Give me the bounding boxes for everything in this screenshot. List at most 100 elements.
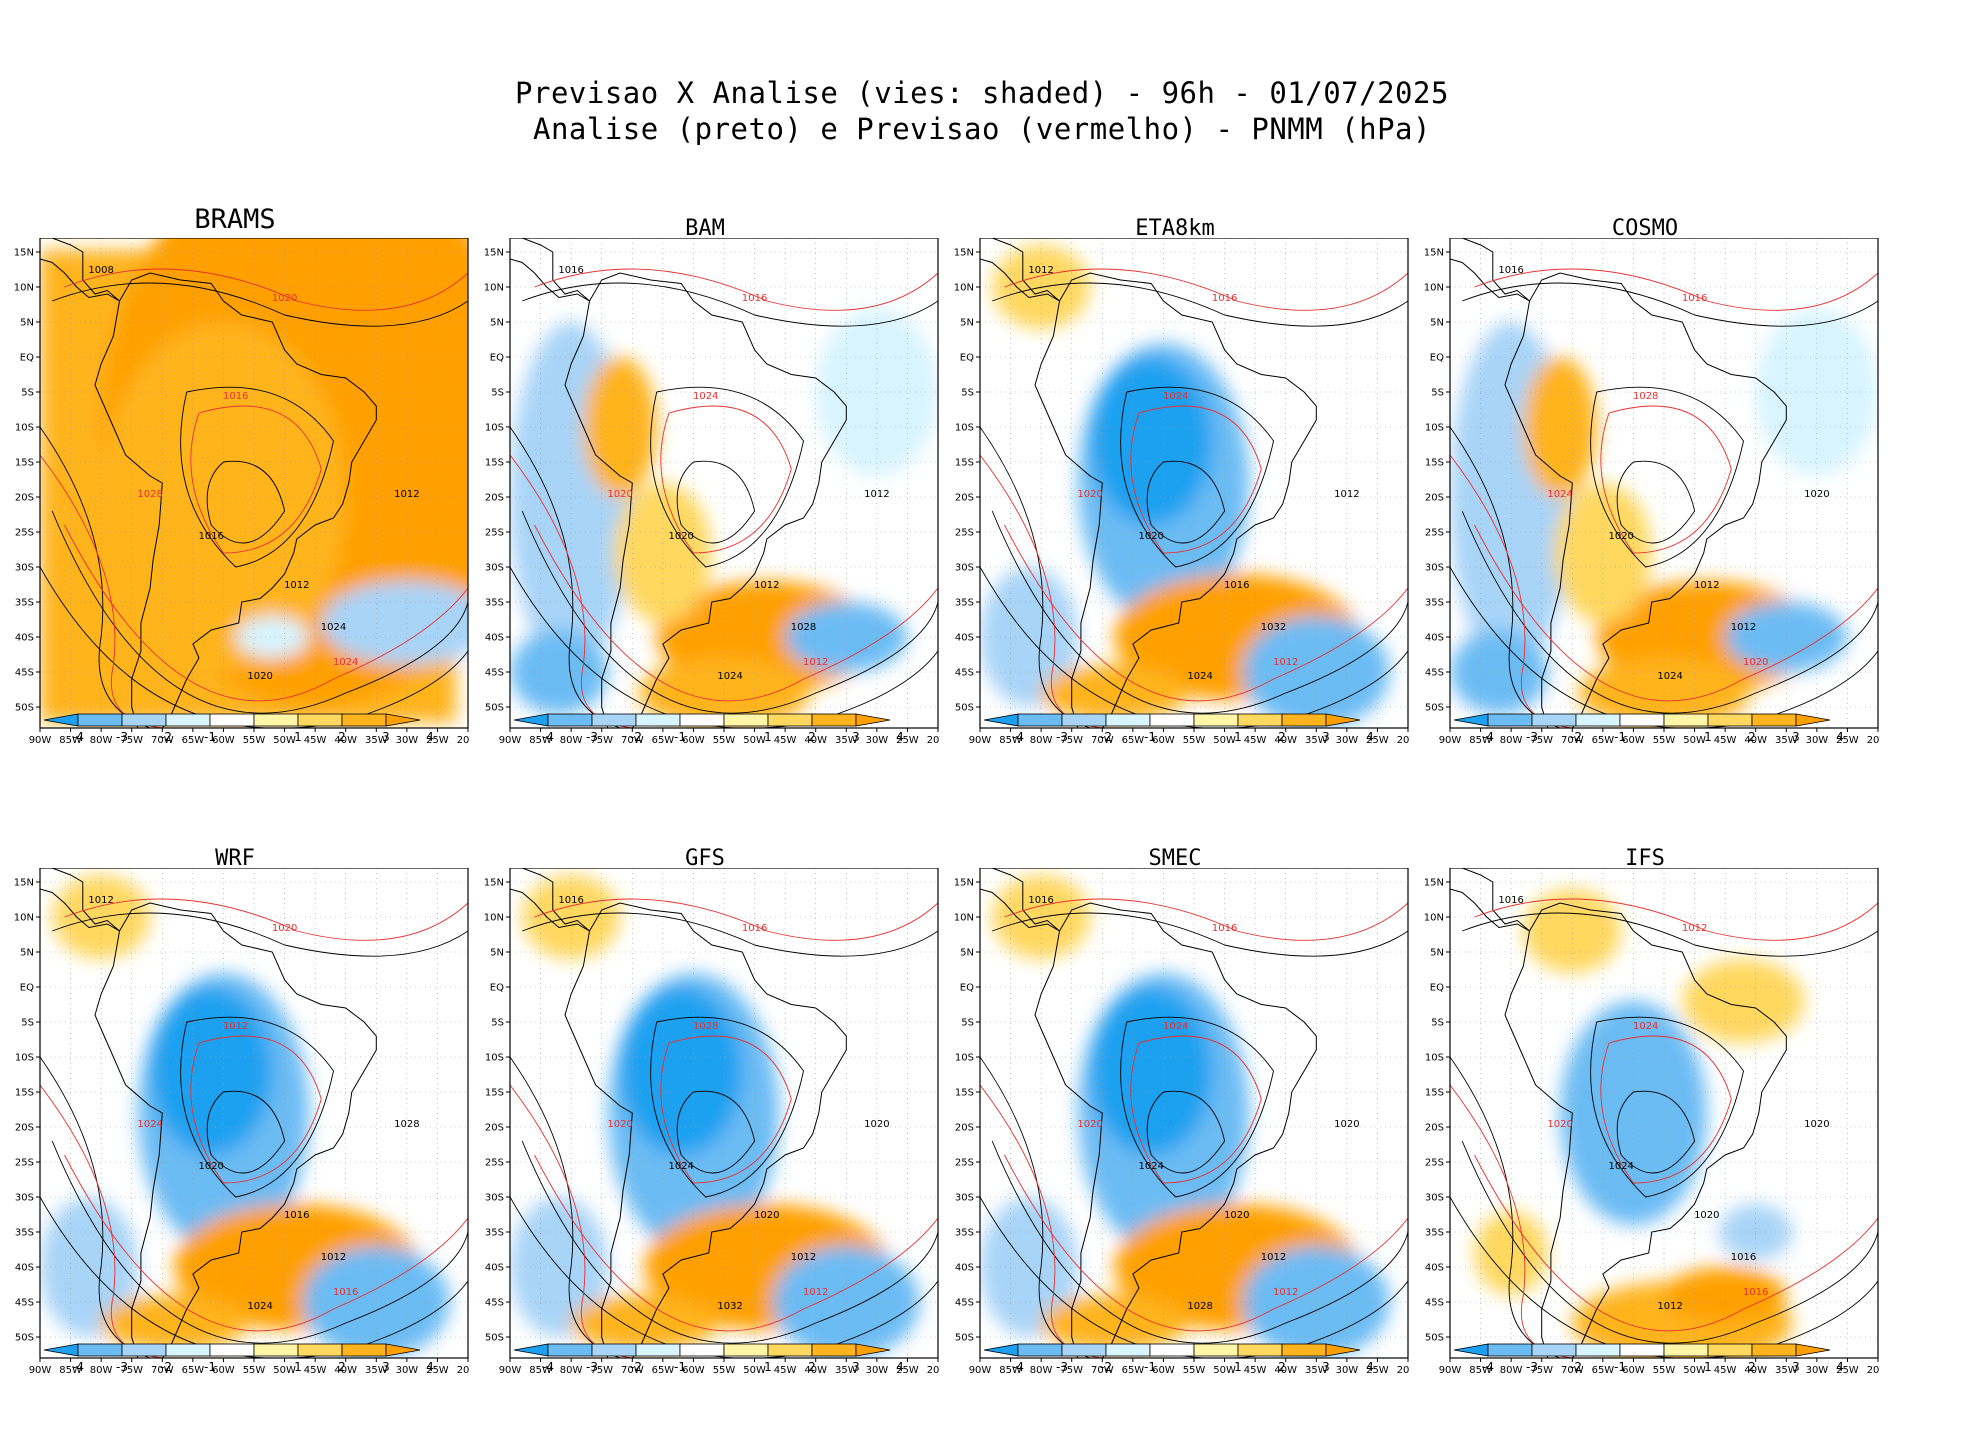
colorbar-label: 2 xyxy=(808,1360,816,1374)
lat-tick-label: 15N xyxy=(14,878,34,889)
lon-tick-label: 45W xyxy=(1714,735,1737,746)
colorbar: -4 -3 -2 -1 1 2 3 4 xyxy=(1453,1343,1844,1374)
lat-tick-label: 25S xyxy=(15,1158,34,1169)
colorbar-label: -3 xyxy=(1526,730,1538,744)
colorbar-bin xyxy=(1707,713,1753,727)
analysis-isobar xyxy=(180,386,334,568)
forecast-isobar xyxy=(1130,1035,1262,1184)
analysis-isobar xyxy=(992,282,1408,327)
lat-tick-label: 45S xyxy=(955,668,974,679)
colorbar-label: 3 xyxy=(852,1360,860,1374)
forecast-isobar xyxy=(190,405,322,554)
lat-tick-label: 10N xyxy=(1424,283,1444,294)
colorbar-label: 4 xyxy=(1366,1360,1374,1374)
analysis-isobar xyxy=(1461,1140,1878,1344)
lon-tick-label: 85W xyxy=(529,1365,552,1376)
lon-tick-label: 25W xyxy=(1836,1365,1859,1376)
figure-title-line-1: Previsao X Analise (vies: shaded) - 96h … xyxy=(515,76,1449,110)
lon-tick-label: 35W xyxy=(1305,1365,1328,1376)
lat-tick-label: 30S xyxy=(1425,1193,1444,1204)
analysis-isobar-label: 1020 xyxy=(1694,1210,1719,1221)
lon-tick-label: 90W xyxy=(499,1365,522,1376)
pressure-map: 1016 1020 1024 1032 1012 1020 1016 1012 1020 1028… xyxy=(484,868,940,1376)
forecast-isobar-label: 1024 xyxy=(1633,1021,1658,1032)
colorbar-arrow-low xyxy=(1453,1343,1489,1357)
forecast-isobar xyxy=(64,898,468,941)
lon-tick-label: 45W xyxy=(1714,1365,1737,1376)
south-america-coastline xyxy=(1034,902,1317,1358)
analysis-isobar-label: 1012 xyxy=(1261,1252,1286,1263)
analysis-isobar xyxy=(40,426,151,728)
colorbar-bin xyxy=(1149,713,1195,727)
bias-area xyxy=(785,602,908,672)
lat-tick-label: EQ xyxy=(960,353,974,364)
south-america-coastline xyxy=(94,272,377,728)
colorbar-arrow-high xyxy=(1325,1343,1361,1357)
colorbar-label: -4 xyxy=(1012,730,1024,744)
colorbar-bin xyxy=(1707,1343,1753,1357)
analysis-isobar-label: 1024 xyxy=(717,671,742,682)
lat-tick-label: 15S xyxy=(955,1088,974,1099)
lon-tick-label: 50W xyxy=(1683,735,1706,746)
colorbar: -4 -3 -2 -1 1 2 3 4 xyxy=(43,713,434,744)
lat-tick-label: 30S xyxy=(485,1193,504,1204)
colorbar-arrow-high xyxy=(385,1343,421,1357)
lon-tick-label: 90W xyxy=(499,735,522,746)
colorbar-bin xyxy=(1281,713,1327,727)
south-america-coastline xyxy=(1034,272,1317,728)
colorbar-bin xyxy=(1663,1343,1709,1357)
map-panel-smec: SMEC 1016 1020 1024 1028 1012 1020 1016 1012 1020… xyxy=(940,820,1410,1420)
analysis-isobar xyxy=(52,282,468,327)
colorbar-arrow-high xyxy=(385,713,421,727)
bias-area xyxy=(235,616,309,658)
colorbar-label: 2 xyxy=(1748,1360,1756,1374)
analysis-isobar-label: 1012 xyxy=(88,895,113,906)
analysis-isobar xyxy=(52,912,468,957)
colorbar-bin xyxy=(811,713,857,727)
lon-tick-label: 30W xyxy=(1806,1365,1829,1376)
figure-title-line-2: Analise (preto) e Previsao (vermelho) - … xyxy=(533,112,1431,146)
analysis-isobar-label: 1012 xyxy=(1334,489,1359,500)
lat-tick-label: 5S xyxy=(491,1018,504,1029)
lon-tick-label: 25W xyxy=(1836,735,1859,746)
colorbar-bin xyxy=(1237,713,1283,727)
lon-tick-label: 30W xyxy=(1336,735,1359,746)
pressure-map: 1016 1020 1024 1028 1012 1020 1016 1012 1020 1024… xyxy=(954,868,1410,1376)
colorbar-bin xyxy=(297,713,343,727)
colorbar: -4 -3 -2 -1 1 2 3 4 xyxy=(1453,713,1844,744)
analysis-isobar-label: 1032 xyxy=(1261,622,1286,633)
map-panel-brams: BRAMS 1008 1012 1016 1020 1024 1012 1020 1024 102… xyxy=(0,190,470,790)
analysis-isobar xyxy=(180,1016,334,1198)
colorbar-label: -2 xyxy=(1100,1360,1112,1374)
colorbar-bin xyxy=(253,713,299,727)
map-panel-eta8km: ETA8km 1012 1016 1020 1024 1032 1012 1016 1012 10… xyxy=(940,190,1410,790)
lon-tick-label: 40W xyxy=(1744,735,1767,746)
lat-tick-label: 20S xyxy=(955,493,974,504)
pressure-map: 1016 1012 1020 1024 1028 1012 1016 1012 1020 1024… xyxy=(484,238,940,746)
panel-title: IFS xyxy=(1625,846,1665,871)
lat-tick-label: 5S xyxy=(491,388,504,399)
colorbar-label: 2 xyxy=(338,730,346,744)
lat-tick-label: EQ xyxy=(1430,353,1444,364)
lon-tick-label: 90W xyxy=(969,735,992,746)
forecast-isobar-label: 1024 xyxy=(1547,489,1572,500)
analysis-isobar xyxy=(521,510,938,714)
forecast-isobar-label: 1028 xyxy=(137,489,162,500)
colorbar-label: 4 xyxy=(1366,730,1374,744)
lon-tick-label: 70W xyxy=(151,735,174,746)
lat-tick-label: 5S xyxy=(21,388,34,399)
analysis-isobar-label: 1016 xyxy=(1731,1252,1756,1263)
lon-tick-label: 65W xyxy=(1122,1365,1145,1376)
lon-tick-label: 85W xyxy=(999,1365,1022,1376)
colorbar-bin xyxy=(1751,713,1797,727)
pressure-map: 1016 1020 1024 1012 1016 1020 1012 1016 1020 1024… xyxy=(1424,868,1880,1376)
colorbar-arrow-low xyxy=(43,713,79,727)
colorbar-bin xyxy=(209,713,255,727)
colorbar-label: 4 xyxy=(426,1360,434,1374)
analysis-isobar xyxy=(510,1056,621,1358)
colorbar-label: 1 xyxy=(294,730,302,744)
colorbar-label: 1 xyxy=(764,1360,772,1374)
lon-tick-label: 50W xyxy=(273,735,296,746)
analysis-isobar-label: 1020 xyxy=(1334,1119,1359,1130)
lon-tick-label: 45W xyxy=(1244,735,1267,746)
